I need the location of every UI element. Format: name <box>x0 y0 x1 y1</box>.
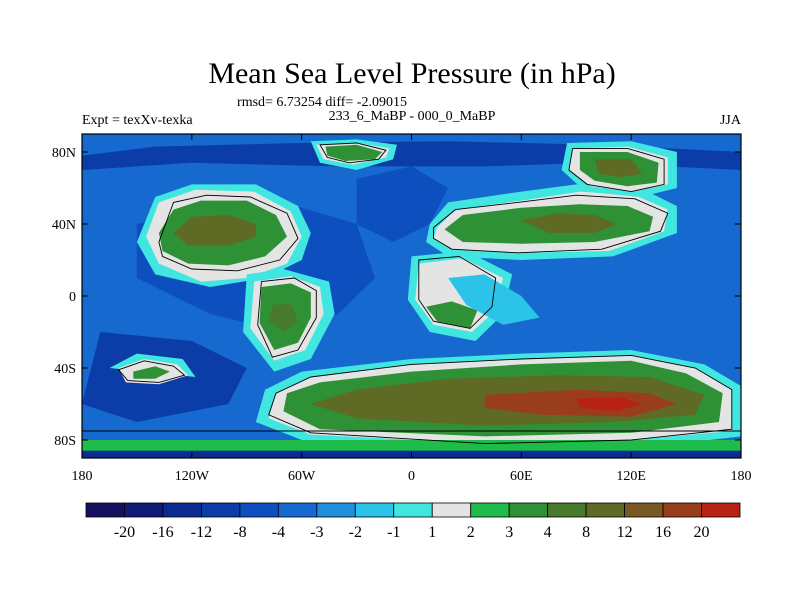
colorbar-label: 20 <box>694 524 710 541</box>
colorbar-label: -12 <box>191 524 212 541</box>
colorbar-box <box>316 502 356 518</box>
y-tick-label: 0 <box>69 290 76 305</box>
x-tick-label: 120W <box>175 469 210 484</box>
coastline-0 <box>158 194 299 272</box>
colorbar-box <box>393 502 433 518</box>
colorbar-label: -16 <box>152 524 173 541</box>
region-africa-green <box>426 301 478 329</box>
colorbar-label: 4 <box>544 524 552 541</box>
colorbar-box <box>354 502 395 518</box>
x-tick-label: 60E <box>510 469 533 484</box>
coastline-2 <box>319 142 387 164</box>
region-south-pole-strip <box>82 440 741 451</box>
colorbar-label: 1 <box>428 524 436 541</box>
region-n-america-red <box>173 215 256 246</box>
y-tick-label: 40S <box>54 362 76 377</box>
y-tick-label: 80S <box>54 434 76 449</box>
colorbar-label: 8 <box>582 524 590 541</box>
y-tick-label: 80N <box>52 146 76 161</box>
coastline-1 <box>257 277 317 358</box>
colorbar-box <box>624 502 664 518</box>
colorbar-label: -2 <box>349 524 362 541</box>
colorbar-label: 12 <box>617 524 633 541</box>
colorbar-label: -4 <box>272 524 285 541</box>
colorbar-label: -8 <box>233 524 246 541</box>
x-axis: 180 120W 60W 0 60E 120E 180 <box>72 134 752 484</box>
colorbar-box <box>508 502 549 518</box>
colorbar-box <box>431 502 472 518</box>
colorbar-box <box>277 502 318 518</box>
colorbar-box <box>662 502 702 518</box>
colorbar-label: 2 <box>467 524 475 541</box>
region-antarctica-core <box>576 396 641 412</box>
region-greenland-green <box>325 144 383 161</box>
coastline-6 <box>568 147 665 193</box>
coastline-7 <box>268 354 733 445</box>
colorbar-box <box>162 502 202 518</box>
colorbar-box <box>547 502 587 518</box>
colorbar-box <box>470 502 510 518</box>
stats-label: rmsd= 6.73254 diff= -2.09015 <box>237 95 407 110</box>
region-siberia-red <box>594 159 643 178</box>
x-tick-label: 0 <box>408 469 415 484</box>
region-eurasia-red <box>521 213 617 233</box>
experiment-label: Expt = texXv-texka <box>82 113 193 128</box>
region-africa-cyan <box>448 274 540 325</box>
y-axis: 80N 40N 0 40S 80S <box>52 146 741 449</box>
colorbar-label: -20 <box>114 524 135 541</box>
coastline-layer <box>82 142 741 445</box>
y-tick-label: 40N <box>52 218 76 233</box>
coastline-3 <box>117 360 186 383</box>
season-label: JJA <box>720 113 742 128</box>
region-pacific-island-green <box>133 366 170 379</box>
x-tick-label: 120E <box>616 469 646 484</box>
x-tick-label: 180 <box>731 469 752 484</box>
region-s-america-dark <box>268 303 298 332</box>
colorbar: -20 -16 -12 -8 -4 -3 -2 -1 1 2 3 4 8 12 16 20 <box>85 502 741 541</box>
colorbar-box <box>201 502 241 518</box>
colorbar-label: -1 <box>387 524 400 541</box>
chart-title: Mean Sea Level Pressure (in hPa) <box>208 57 615 90</box>
colorbar-label: 3 <box>505 524 513 541</box>
colorbar-label: -3 <box>310 524 323 541</box>
colorbar-box <box>585 502 625 518</box>
colorbar-box <box>124 502 164 518</box>
colorbar-box <box>701 502 741 518</box>
colorbar-box <box>239 502 279 518</box>
x-tick-label: 60W <box>288 469 316 484</box>
x-tick-label: 180 <box>72 469 93 484</box>
difference-label: 233_6_MaBP - 000_0_MaBP <box>329 109 496 124</box>
region-north-atlantic-low <box>356 166 449 242</box>
coastline-5 <box>433 194 669 254</box>
coastline-4 <box>418 255 497 329</box>
colorbar-box <box>85 502 125 518</box>
map-plot-area <box>82 134 741 458</box>
colorbar-label: 16 <box>655 524 671 541</box>
